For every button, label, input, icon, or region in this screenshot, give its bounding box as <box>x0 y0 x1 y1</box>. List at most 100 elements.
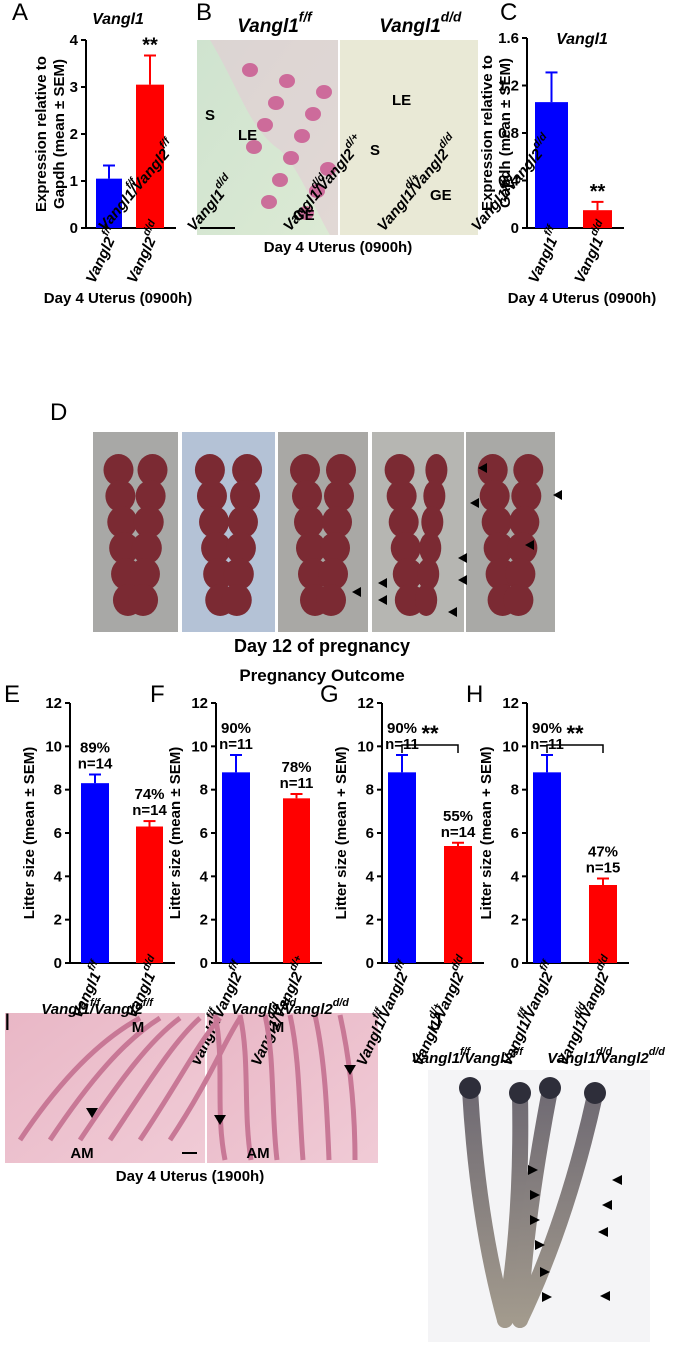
uterine-horn <box>290 454 320 486</box>
y-tick-label: 2 <box>200 912 208 929</box>
ovary <box>539 1077 561 1099</box>
superscript: d/d <box>333 997 350 1009</box>
uterine-horn <box>423 480 446 512</box>
x-tick-label: Vangl2 <box>83 234 119 286</box>
arrowhead <box>86 1108 98 1118</box>
chart-title: Vangl1 <box>556 31 608 48</box>
gland-fold <box>287 1014 306 1161</box>
uterine-horn <box>109 532 140 564</box>
arrowhead <box>602 1200 612 1210</box>
gland-fold <box>237 1014 254 1161</box>
y-tick-label: 4 <box>54 868 63 885</box>
panel-letter: E <box>4 681 20 708</box>
y-tick-label: 0.8 <box>498 125 519 142</box>
image-caption: Day 4 Uterus (0900h) <box>264 239 412 256</box>
uterine-horn <box>509 506 540 538</box>
bar <box>583 210 612 228</box>
superscript: f/f <box>513 1046 525 1058</box>
superscript: d/d <box>649 1046 666 1058</box>
superscript: d/d <box>596 1046 613 1058</box>
gland-fold <box>77 1015 182 1142</box>
section-heading: Pregnancy Outcome <box>239 666 404 685</box>
panel-letter: H <box>466 681 483 708</box>
y-axis-label: Expression relative to <box>479 55 496 211</box>
y-tick-label: 10 <box>357 738 374 755</box>
y-tick-label: 0 <box>511 220 519 237</box>
x-tick-label: Vangl1 <box>525 235 561 286</box>
uterine-horn <box>318 558 348 590</box>
uterine-horn <box>199 506 230 538</box>
panel-letter: G <box>320 681 339 708</box>
uterine-horn <box>386 480 417 512</box>
x-tick-label: Vangl2 <box>124 234 160 286</box>
annotation: 55% <box>443 808 473 825</box>
gland <box>261 195 277 209</box>
uterine-horn <box>225 532 256 564</box>
image-caption: Day 12 of pregnancy <box>234 636 410 656</box>
y-axis-label: Gapdh (mean ± SEM) <box>51 59 68 209</box>
y-tick-label: 0 <box>511 955 519 972</box>
annotation: n=15 <box>586 860 621 877</box>
region-label: AM <box>70 1145 93 1162</box>
uterine-horn <box>137 454 168 486</box>
uterine-horn <box>324 480 354 512</box>
uterine-horn <box>513 454 544 486</box>
uterine-horn <box>392 558 423 590</box>
image-label: Vangl1/Vangl2 <box>547 1050 649 1067</box>
image-caption: Day 4 Uterus (1900h) <box>116 1168 264 1185</box>
uterine-horn <box>497 1087 529 1328</box>
uterine-horn <box>135 480 166 512</box>
arrowhead <box>542 1292 552 1302</box>
region-label: S <box>205 107 215 124</box>
histology-tissue <box>210 40 338 235</box>
superscript: f/f <box>299 10 313 25</box>
uterine-horn <box>107 506 138 538</box>
uterine-horn <box>511 480 542 512</box>
arrowhead <box>214 1115 226 1125</box>
y-tick-label: 10 <box>45 738 62 755</box>
bar <box>81 783 109 963</box>
gland <box>279 74 295 88</box>
bar <box>535 102 568 228</box>
y-tick-label: 0 <box>366 955 374 972</box>
y-tick-label: 0 <box>200 955 208 972</box>
gland-fold <box>312 1014 332 1161</box>
y-tick-label: 1.2 <box>498 78 519 95</box>
y-tick-label: 8 <box>366 782 374 799</box>
y-tick-label: 6 <box>511 825 519 842</box>
y-tick-label: 12 <box>502 695 519 712</box>
y-tick-label: 8 <box>511 782 519 799</box>
image-label-group: Vangl1 f/f <box>237 10 313 37</box>
y-tick-label: 12 <box>357 695 374 712</box>
y-tick-label: 6 <box>54 825 62 842</box>
panel-letter: A <box>12 0 28 26</box>
annotation: 90% <box>532 720 562 737</box>
y-tick-label: 6 <box>200 825 208 842</box>
gland-fold <box>47 1015 162 1142</box>
uterine-horn <box>462 1082 513 1328</box>
y-tick-label: 0 <box>70 220 78 237</box>
arrowhead <box>530 1190 540 1200</box>
y-tick-label: 4 <box>511 868 520 885</box>
gland-fold <box>212 1014 228 1161</box>
y-tick-label: 0.4 <box>498 173 520 190</box>
gland <box>268 96 284 110</box>
arrowhead <box>612 1175 622 1185</box>
uterine-horn <box>479 480 510 512</box>
superscript: f/f <box>90 997 102 1009</box>
uterine-horn <box>194 454 225 486</box>
arrowhead <box>470 498 479 508</box>
uterine-horn <box>320 532 350 564</box>
uterine-horn <box>201 532 232 564</box>
arrowhead <box>378 595 387 605</box>
region-label: LE <box>238 127 257 144</box>
arrowhead <box>344 1065 356 1075</box>
uterine-horn <box>129 558 160 590</box>
uterine-horn <box>227 506 258 538</box>
y-tick-label: 6 <box>366 825 374 842</box>
gland <box>309 184 325 198</box>
uterine-horn <box>128 584 159 616</box>
